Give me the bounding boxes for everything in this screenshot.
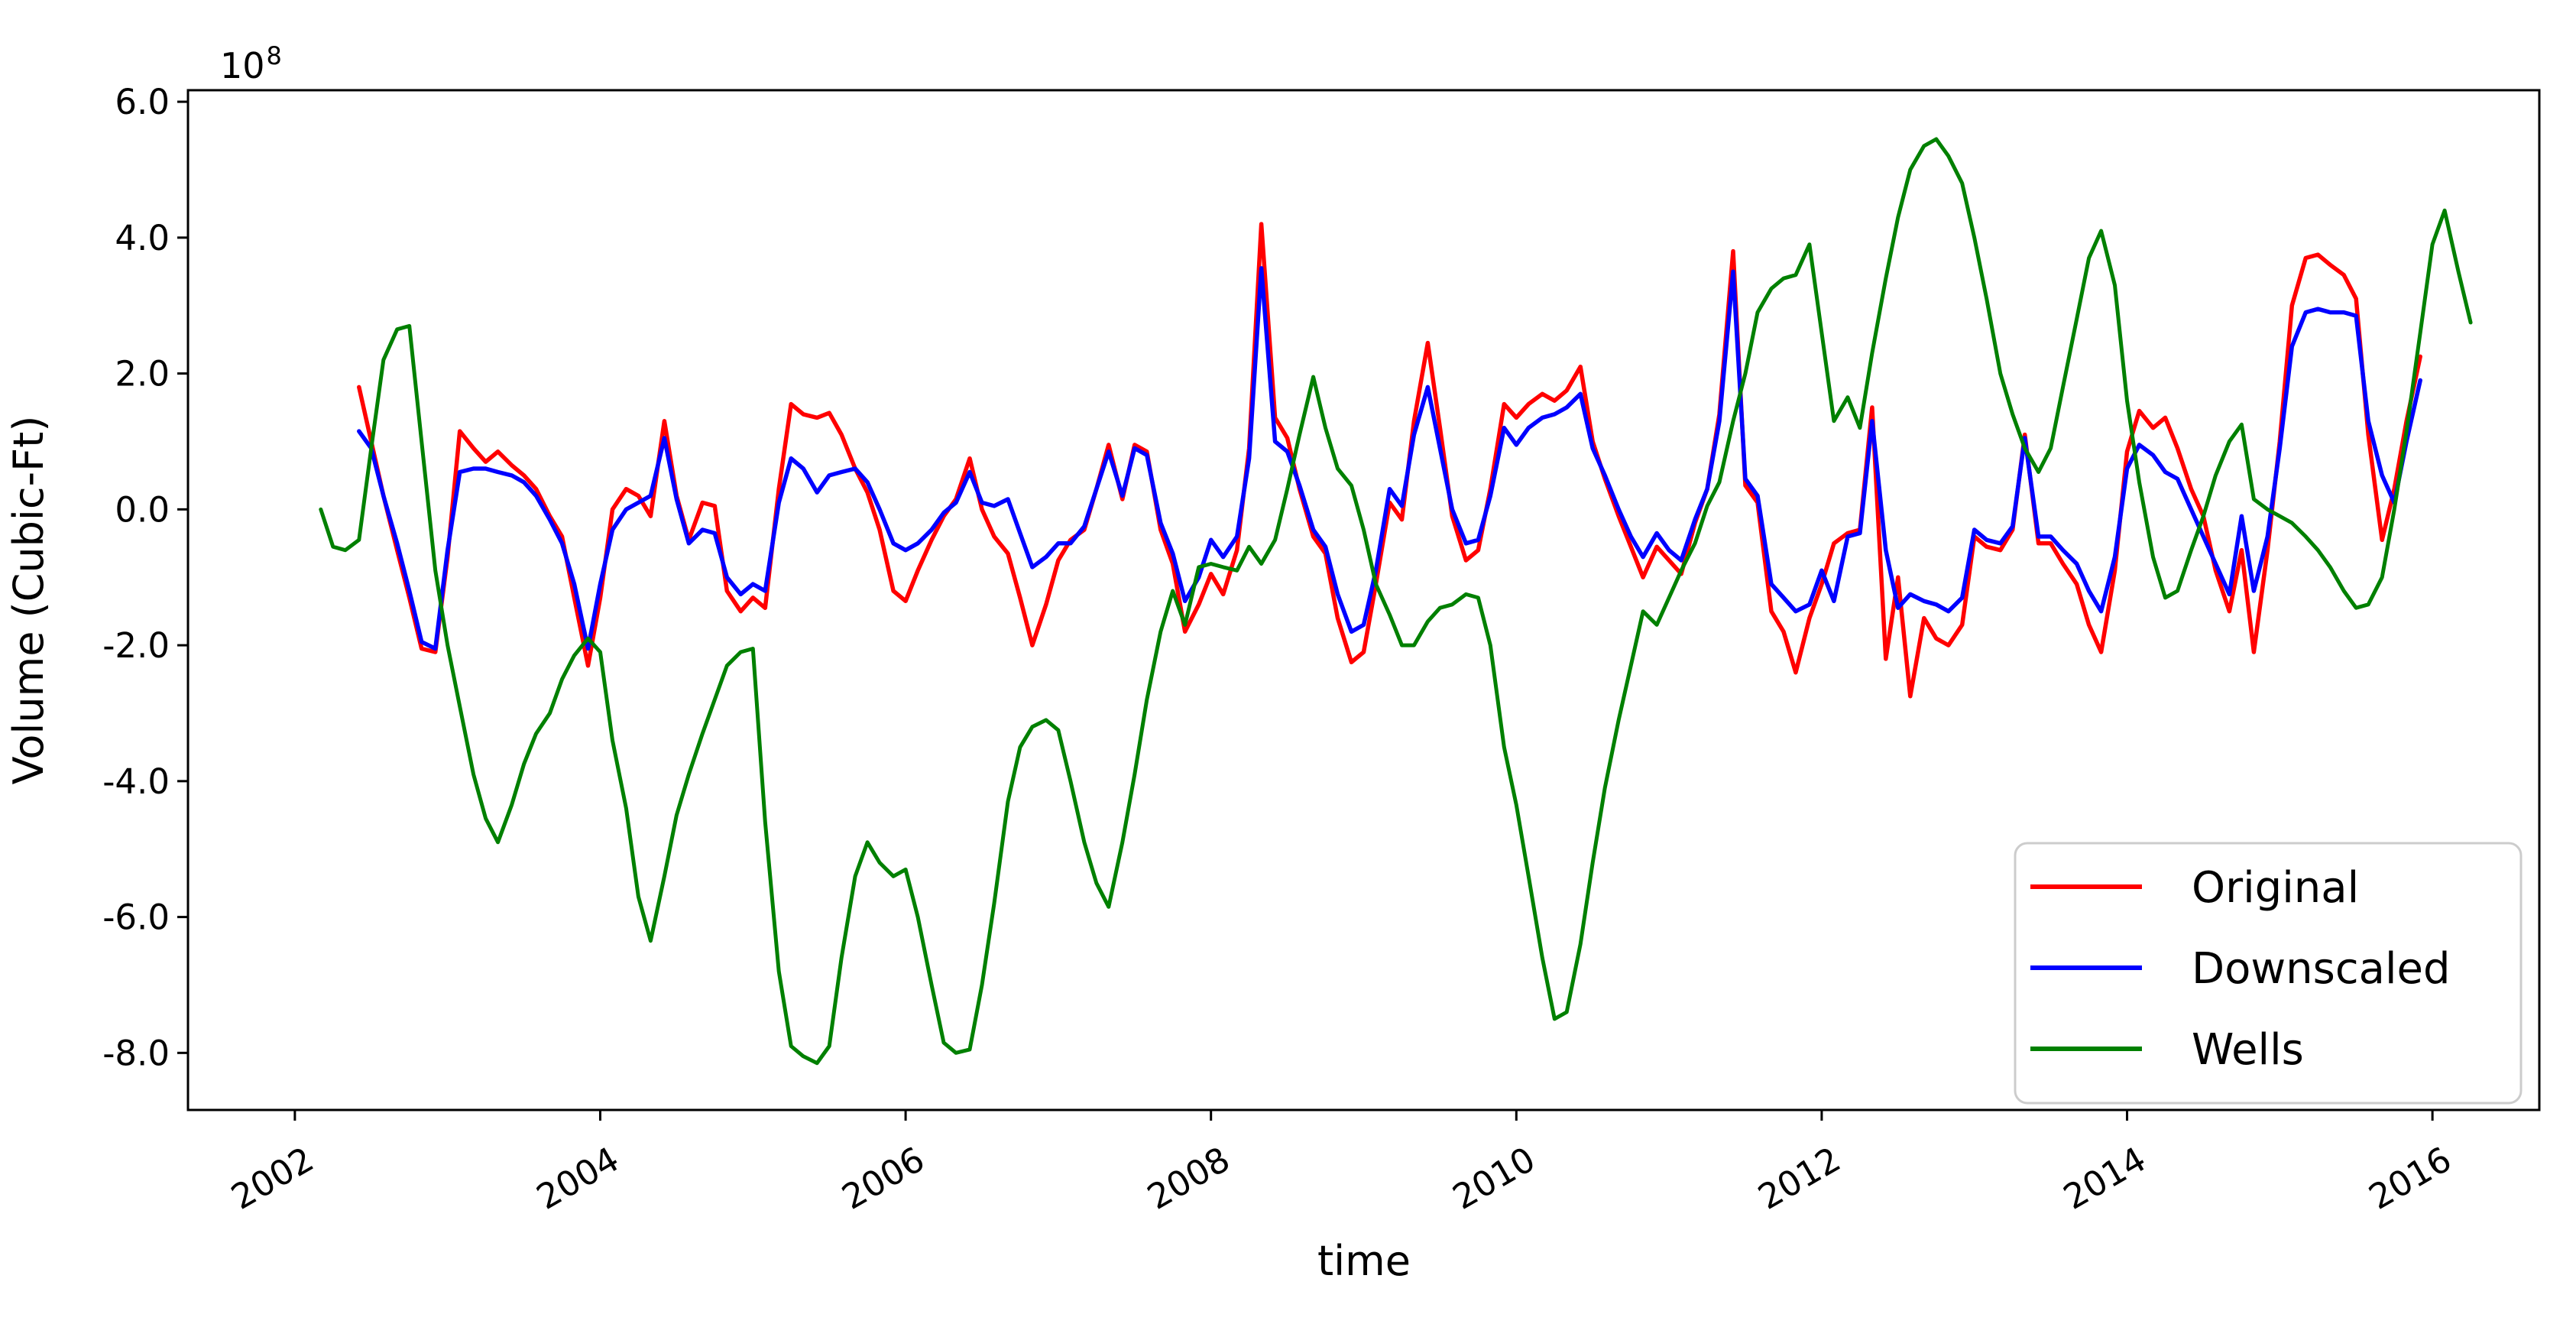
series-group [319,137,2473,1066]
series-line-downscaled [357,266,2422,651]
x-axis-tick-labels: 2002 2004 2006 2008 2010 2012 2014 2016 [225,1139,2458,1218]
x-tick-label: 2006 [835,1139,932,1218]
y-axis-offset-text: 108 [220,41,282,86]
legend-label-wells: Wells [2192,1025,2304,1075]
y-tick-label: -8.0 [102,1033,170,1073]
series-line-original [357,222,2422,699]
series-line-wells [319,137,2473,1066]
y-axis-tick-labels: 6.0 4.0 2.0 0.0 -2.0 -4.0 -6.0 -8.0 [102,82,170,1073]
x-tick-label: 2010 [1446,1139,1542,1218]
y-tick-label: -6.0 [102,897,170,938]
legend-box [2014,842,2523,1105]
x-tick-label: 2004 [530,1139,626,1218]
legend-label-original: Original [2192,863,2359,913]
plot-border [186,89,2541,1111]
legend: Original Downscaled Wells [2014,842,2523,1105]
y-tick-label: -4.0 [102,761,170,802]
y-axis-label: Volume (Cubic-Ft) [5,416,53,785]
x-tick-label: 2016 [2362,1139,2458,1218]
x-tick-label: 2008 [1141,1139,1237,1218]
y-tick-label: -2.0 [102,625,170,666]
x-axis-label: time [1317,1237,1411,1285]
y-axis-ticks [177,100,188,1054]
y-tick-label: 0.0 [115,489,170,530]
y-tick-label: 6.0 [115,82,170,122]
x-tick-label: 2002 [225,1139,321,1218]
x-tick-label: 2014 [2056,1139,2153,1218]
legend-label-downscaled: Downscaled [2192,944,2451,994]
y-tick-label: 2.0 [115,354,170,394]
x-axis-ticks [293,1110,2434,1121]
y-tick-label: 4.0 [115,218,170,258]
x-tick-label: 2012 [1751,1139,1848,1218]
